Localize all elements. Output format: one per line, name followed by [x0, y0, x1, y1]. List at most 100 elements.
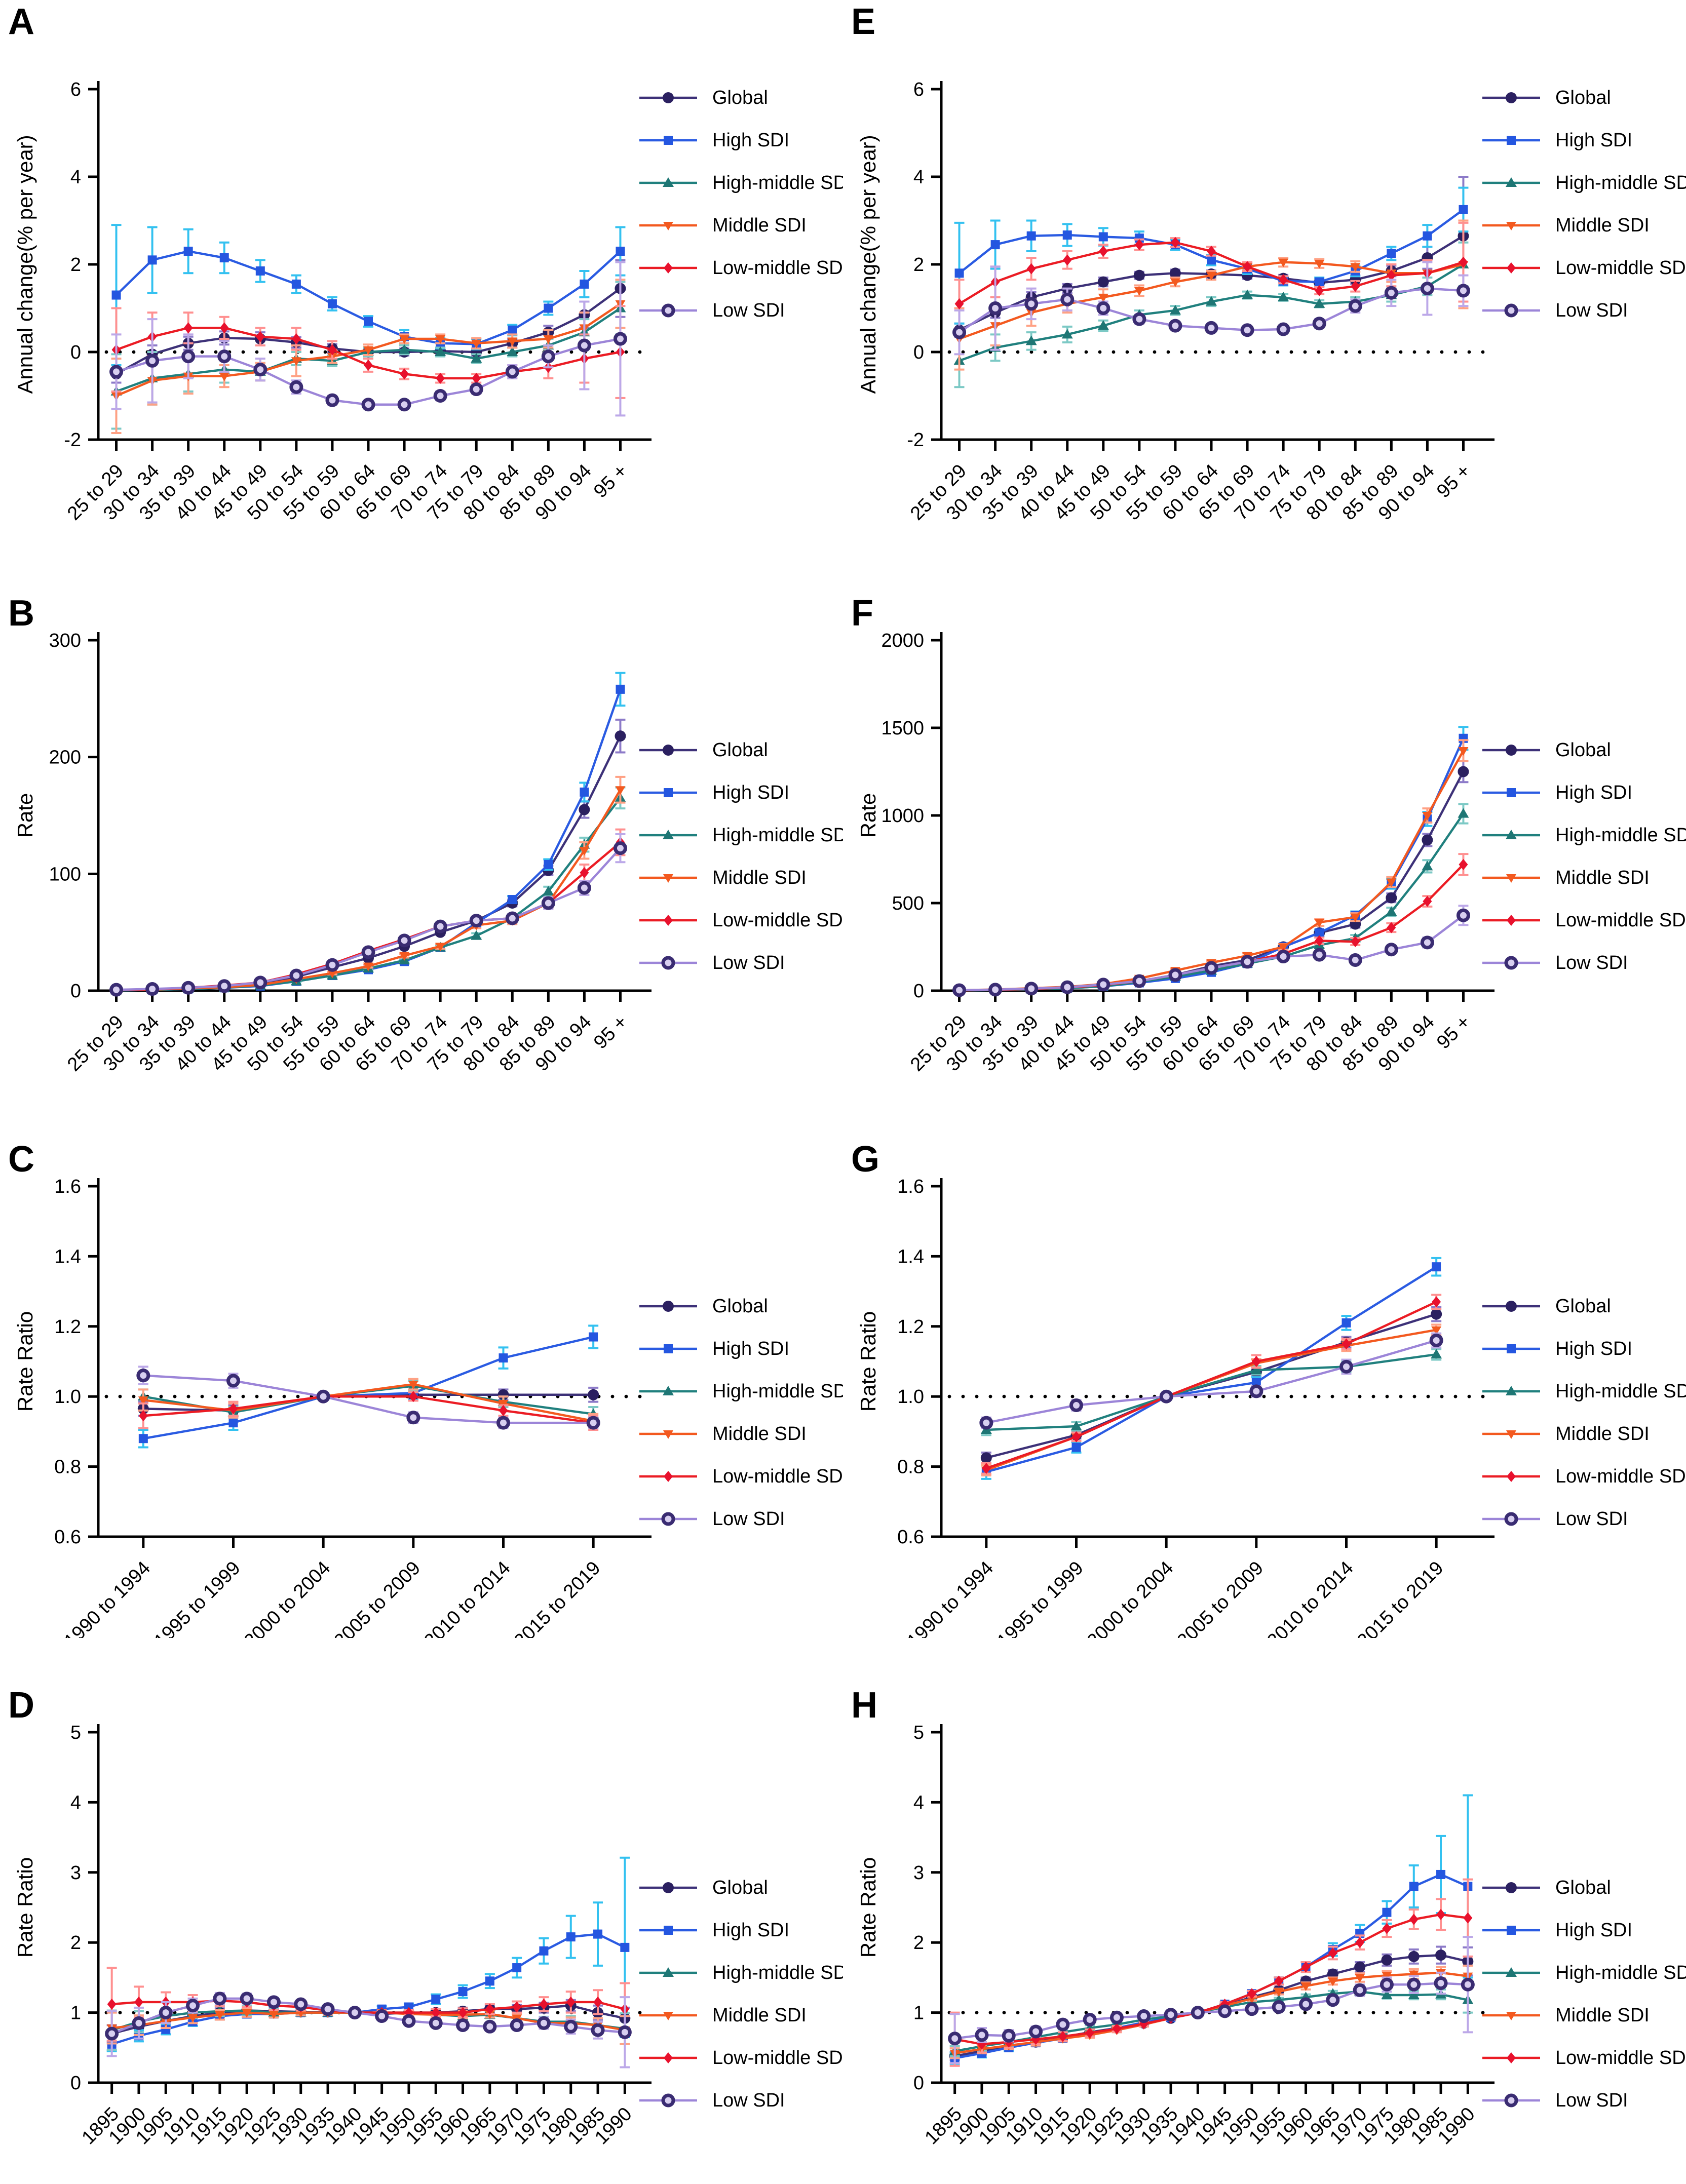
open-circle-marker-icon: [456, 2018, 470, 2033]
open-circle-marker-icon: [253, 976, 267, 990]
open-circle-marker-icon: [397, 933, 411, 948]
series-high-middle-sdi: [980, 1348, 1442, 1436]
open-circle-marker-icon: [496, 1416, 510, 1430]
series-low-sdi: [109, 833, 627, 997]
open-circle-marker-icon: [289, 968, 303, 983]
reference-dot: [1057, 1394, 1061, 1398]
triangle-up-marker-icon: [1506, 1967, 1517, 1977]
diamond-marker-icon: [1112, 2023, 1122, 2035]
legend-item-low-sdi: Low SDI: [637, 2089, 840, 2112]
triangle-down-marker-icon: [1355, 1974, 1365, 1983]
legend-label-low-middle-sdi: Low-middle SDI: [712, 257, 843, 279]
triangle-down-marker-icon: [1278, 258, 1289, 267]
triangle-down-marker-icon: [663, 222, 673, 230]
triangle-up-marker-icon: [507, 346, 518, 356]
diamond-marker-icon: [228, 1403, 238, 1415]
legend-marker-high-sdi-icon: [1482, 1926, 1540, 1935]
series-low-sdi: [948, 1936, 1475, 2064]
reference-dot: [975, 2011, 979, 2014]
legend-E: Global High SDI High-middle SDI Middle SDI L…: [1480, 86, 1686, 341]
triangle-up-marker-icon: [543, 885, 554, 895]
square-marker-icon: [1315, 277, 1324, 287]
open-circle-marker-icon: [316, 1389, 330, 1403]
reference-dot: [1098, 1394, 1102, 1398]
legend-label-global: Global: [1555, 1877, 1611, 1898]
open-circle-marker-icon: [1276, 950, 1290, 964]
x-tick-label: 95 +: [1433, 460, 1475, 502]
diamond-marker-icon: [1387, 922, 1396, 933]
legend-item-global: Global: [637, 1876, 840, 1899]
series-line: [986, 1313, 1437, 1459]
diamond-marker-icon: [1351, 281, 1360, 292]
legend-label-low-sdi: Low SDI: [712, 1508, 785, 1530]
legend-marker-global-icon: [639, 1301, 697, 1312]
legend-label-high-middle-sdi: High-middle SDI: [712, 1962, 843, 1983]
reference-dot: [1207, 1394, 1211, 1398]
diamond-marker-icon: [1436, 1908, 1446, 1920]
reference-dot: [961, 1394, 965, 1398]
diamond-marker-icon: [183, 322, 193, 334]
open-circle-marker-icon: [105, 2026, 119, 2041]
open-circle-marker-icon: [1339, 1359, 1353, 1374]
square-marker-icon: [580, 787, 589, 797]
y-tick-label: 1.0: [897, 1386, 924, 1408]
reference-dot: [1440, 2011, 1444, 2014]
square-marker-icon: [111, 290, 121, 300]
circle-marker-icon: [1169, 267, 1181, 279]
square-marker-icon: [1207, 255, 1216, 265]
legend-item-middle-sdi: Middle SDI: [1480, 1422, 1683, 1446]
legend-D: Global High SDI High-middle SDI Middle SDI L…: [637, 1876, 843, 2131]
diamond-marker-icon: [1351, 936, 1360, 948]
triangle-up-marker-icon: [1422, 861, 1433, 871]
open-circle-marker-icon: [181, 349, 196, 364]
triangle-up-marker-icon: [1506, 177, 1517, 187]
legend-marker-low-sdi-icon: [639, 1512, 697, 1526]
reference-dot: [1084, 1394, 1088, 1398]
diamond-marker-icon: [1382, 1923, 1392, 1934]
diamond-marker-icon: [1507, 2052, 1516, 2063]
open-circle-marker-icon: [217, 349, 232, 364]
legend-label-high-middle-sdi: High-middle SDI: [712, 824, 843, 846]
triangle-down-marker-icon: [435, 943, 446, 952]
legend-label-low-middle-sdi: Low-middle SDI: [1555, 909, 1686, 931]
legend-label-high-middle-sdi: High-middle SDI: [712, 1380, 843, 1402]
legend-item-middle-sdi: Middle SDI: [637, 214, 840, 237]
square-marker-icon: [1432, 1262, 1441, 1272]
y-axis-title: Rate Ratio: [13, 1857, 37, 1958]
triangle-up-marker-icon: [471, 930, 482, 940]
reference-dot: [638, 2011, 642, 2014]
reference-dot: [556, 2011, 560, 2014]
legend-marker-middle-sdi-icon: [639, 1430, 697, 1439]
series-line: [986, 1339, 1437, 1424]
legend-label-low-sdi: Low SDI: [1555, 1508, 1628, 1530]
legend-label-low-sdi: Low SDI: [712, 299, 785, 321]
reference-dot: [1235, 2011, 1239, 2014]
square-marker-icon: [616, 684, 625, 694]
series-low-sdi: [952, 905, 1470, 997]
triangle-down-marker-icon: [1206, 271, 1216, 281]
legend-marker-global-icon: [1482, 745, 1540, 756]
reference-dot: [1426, 350, 1430, 354]
reference-dot: [1481, 1394, 1485, 1398]
square-marker-icon: [364, 317, 373, 326]
diamond-marker-icon: [1170, 237, 1180, 248]
panel-letter-D: D: [8, 1685, 34, 1726]
series-line: [954, 1913, 1468, 2046]
circle-marker-icon: [1506, 1301, 1517, 1312]
reference-dot: [1440, 1394, 1444, 1398]
legend-label-high-middle-sdi: High-middle SDI: [1555, 1962, 1686, 1983]
triangle-down-marker-icon: [1382, 1972, 1392, 1981]
legend-item-high-sdi: High SDI: [637, 1337, 840, 1360]
legend-item-high-sdi: High SDI: [1480, 781, 1683, 804]
reference-dot: [1467, 1394, 1471, 1398]
open-circle-marker-icon: [661, 956, 675, 970]
legend-item-global: Global: [1480, 1295, 1683, 1318]
legend-label-high-middle-sdi: High-middle SDI: [1555, 824, 1686, 846]
legend-label-middle-sdi: Middle SDI: [712, 2004, 807, 2026]
reference-dot: [1453, 1394, 1458, 1398]
legend-label-middle-sdi: Middle SDI: [712, 867, 807, 888]
triangle-up-marker-icon: [1386, 906, 1397, 916]
legend-marker-high-sdi-icon: [1482, 1344, 1540, 1353]
